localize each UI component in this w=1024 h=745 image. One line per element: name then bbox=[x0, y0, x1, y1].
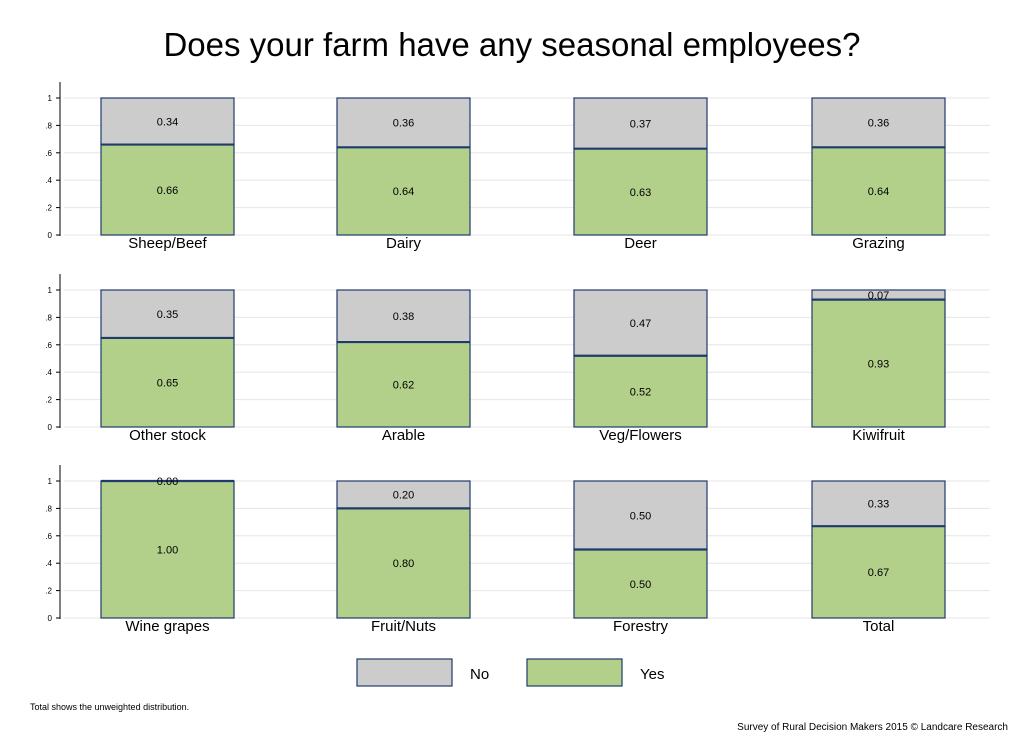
y-tick-label: 1 bbox=[48, 94, 53, 103]
y-tick-label: .6 bbox=[45, 149, 52, 158]
category-label: Arable bbox=[382, 427, 425, 444]
y-tick-label: .4 bbox=[45, 176, 52, 185]
data-label-yes: 0.80 bbox=[393, 558, 414, 570]
y-tick-label: 1 bbox=[48, 286, 53, 295]
y-tick-label: 0 bbox=[48, 423, 53, 432]
legend-swatch-no bbox=[356, 658, 453, 687]
source-credit: Survey of Rural Decision Makers 2015 © L… bbox=[737, 722, 1008, 733]
category-label: Total bbox=[863, 618, 895, 635]
bar-no bbox=[336, 289, 471, 343]
category-label: Fruit/Nuts bbox=[371, 618, 436, 635]
y-tick-label: .6 bbox=[45, 341, 52, 350]
category-label: Other stock bbox=[129, 427, 206, 444]
chart-title: Does your farm have any seasonal employe… bbox=[163, 26, 861, 63]
data-label-no: 0.20 bbox=[393, 490, 414, 502]
data-label-no: 0.37 bbox=[630, 118, 651, 130]
data-label-no: 0.00 bbox=[157, 476, 178, 488]
y-tick-label: .8 bbox=[45, 121, 52, 130]
bar-yes bbox=[573, 548, 708, 619]
y-tick-label: .2 bbox=[45, 204, 52, 213]
bar-no bbox=[811, 480, 946, 527]
bar-yes bbox=[100, 337, 235, 428]
data-label-no: 0.36 bbox=[393, 118, 414, 130]
data-label-yes: 0.50 bbox=[630, 579, 651, 591]
y-tick-label: .4 bbox=[45, 368, 52, 377]
data-label-yes: 1.00 bbox=[157, 545, 178, 557]
category-label: Veg/Flowers bbox=[599, 427, 682, 444]
category-label: Grazing bbox=[852, 235, 905, 252]
bar-no bbox=[573, 97, 708, 150]
y-tick-label: .2 bbox=[45, 587, 52, 596]
bar-yes bbox=[336, 341, 471, 428]
category-label: Sheep/Beef bbox=[128, 235, 207, 252]
bar-no bbox=[573, 480, 708, 551]
data-label-no: 0.35 bbox=[157, 309, 178, 321]
data-label-yes: 0.62 bbox=[393, 380, 414, 392]
data-label-yes: 0.63 bbox=[630, 187, 651, 199]
bar-yes bbox=[100, 480, 235, 619]
y-tick-label: 0 bbox=[48, 231, 53, 240]
data-label-no: 0.38 bbox=[393, 311, 414, 323]
data-label-yes: 0.65 bbox=[157, 377, 178, 389]
y-tick-label: 1 bbox=[48, 477, 53, 486]
y-tick-label: .6 bbox=[45, 532, 52, 541]
bar-yes bbox=[336, 507, 471, 619]
data-label-yes: 0.66 bbox=[157, 185, 178, 197]
data-label-no: 0.36 bbox=[868, 118, 889, 130]
data-label-no: 0.50 bbox=[630, 510, 651, 522]
y-tick-label: 0 bbox=[48, 614, 53, 623]
bar-yes bbox=[811, 146, 946, 236]
bar-no bbox=[336, 97, 471, 148]
y-tick-label: .8 bbox=[45, 313, 52, 322]
data-label-no: 0.34 bbox=[157, 116, 178, 128]
y-tick-label: .2 bbox=[45, 396, 52, 405]
category-label: Forestry bbox=[613, 618, 669, 635]
category-label: Deer bbox=[624, 235, 657, 252]
bar-no bbox=[100, 289, 235, 339]
bar-no bbox=[811, 97, 946, 148]
bar-yes bbox=[573, 148, 708, 236]
bar-yes bbox=[573, 355, 708, 428]
bar-no bbox=[100, 97, 235, 146]
category-label: Kiwifruit bbox=[852, 427, 905, 444]
bar-yes bbox=[336, 146, 471, 236]
data-label-yes: 0.52 bbox=[630, 386, 651, 398]
data-label-yes: 0.67 bbox=[868, 567, 889, 579]
data-label-yes: 0.64 bbox=[393, 186, 414, 198]
data-label-no: 0.47 bbox=[630, 318, 651, 330]
data-label-yes: 0.64 bbox=[868, 186, 889, 198]
data-label-no: 0.33 bbox=[868, 499, 889, 511]
data-label-yes: 0.93 bbox=[868, 358, 889, 370]
bar-no bbox=[573, 289, 708, 357]
legend-label-no: No bbox=[470, 666, 489, 683]
bar-no bbox=[336, 480, 471, 509]
category-label: Dairy bbox=[386, 235, 422, 252]
data-label-no: 0.07 bbox=[868, 290, 889, 302]
category-label: Wine grapes bbox=[125, 618, 209, 635]
legend-label-yes: Yes bbox=[640, 666, 664, 683]
footnote: Total shows the unweighted distribution. bbox=[30, 702, 190, 712]
bar-yes bbox=[811, 298, 946, 428]
legend-swatch-yes bbox=[526, 658, 623, 687]
y-tick-label: .4 bbox=[45, 559, 52, 568]
bar-yes bbox=[811, 525, 946, 619]
y-tick-label: .8 bbox=[45, 504, 52, 513]
bar-yes bbox=[100, 143, 235, 236]
